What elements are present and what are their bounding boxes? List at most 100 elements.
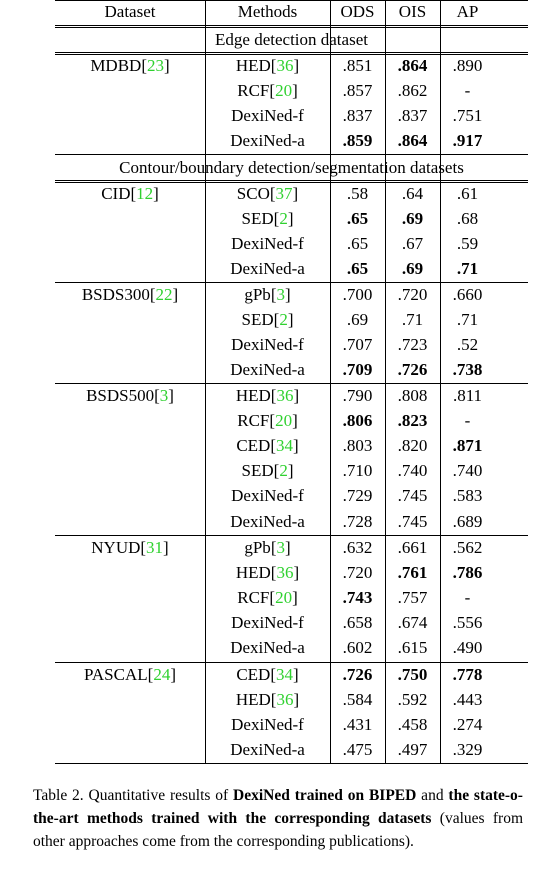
cell-ap: .738 <box>452 360 483 380</box>
method-name: DexiNed-f <box>205 486 330 506</box>
cell-ods: .837 <box>342 106 373 126</box>
cell-ods: .720 <box>342 563 373 583</box>
label-text: RCF <box>237 588 270 608</box>
cell-ods: .857 <box>342 81 373 101</box>
label-text: SED <box>241 310 274 330</box>
cell-ap: .751 <box>452 106 483 126</box>
citation-ref: 2 <box>279 209 288 229</box>
cell-ap: .778 <box>452 665 483 684</box>
column-rule <box>330 0 331 763</box>
table-row: HED[36] .720 .761 .786 <box>55 561 528 586</box>
citation-ref: 2 <box>279 461 288 481</box>
table-row: RCF[20] .857 .862 - <box>55 79 528 104</box>
citation-ref: 20 <box>275 588 293 608</box>
cell-ap: - <box>464 588 471 608</box>
group-rule <box>55 763 528 764</box>
table-row: BSDS300[22] gPb[3] .700 .720 .660 <box>55 283 528 308</box>
caption-mid: and <box>416 787 449 804</box>
label-text: DexiNed-f <box>231 613 304 633</box>
table-row: SED[2] .69 .71 .71 <box>55 308 528 333</box>
cell-ods: .431 <box>342 715 373 735</box>
method-name: DexiNed-a <box>205 638 330 658</box>
header-rule <box>55 25 528 26</box>
citation-ref: 22 <box>155 285 173 304</box>
citation-ref: 34 <box>276 665 293 684</box>
label-text: HED <box>235 386 271 405</box>
method-name: gPb[3] <box>244 285 291 304</box>
method-name: CED[34] <box>236 665 299 684</box>
method-name: HED[36] <box>235 690 300 710</box>
method-name: HED[36] <box>235 386 300 405</box>
cell-ap: - <box>464 411 471 431</box>
cell-ods: .58 <box>346 184 369 203</box>
label-text: DexiNed-a <box>230 131 305 151</box>
method-name: SED[2] <box>241 209 294 229</box>
cell-ois: .808 <box>397 386 428 405</box>
label-text: BSDS300 <box>81 285 150 304</box>
label-text: HED <box>235 563 271 583</box>
table-row: DexiNed-a .728 .745 .689 <box>55 510 528 535</box>
cell-ap: .490 <box>452 638 483 658</box>
cell-ois: .761 <box>397 563 428 583</box>
cell-ap: .890 <box>452 56 483 75</box>
table-row: DexiNed-f .658 .674 .556 <box>55 611 528 636</box>
cell-ods: .65 <box>346 259 369 279</box>
citation-ref: 24 <box>153 665 171 684</box>
label-text: BSDS500 <box>86 386 155 405</box>
cell-ap: .52 <box>456 335 479 355</box>
method-name: HED[36] <box>235 56 300 75</box>
cell-ods: .700 <box>342 285 373 304</box>
citation-ref: 31 <box>146 538 164 557</box>
citation-ref: 36 <box>276 386 294 405</box>
cell-ap: - <box>464 81 471 101</box>
citation-ref: 2 <box>279 310 288 330</box>
table-caption: Table 2. Quantitative results of DexiNed… <box>33 784 523 853</box>
cell-ap: .61 <box>456 184 479 203</box>
cell-ods: .632 <box>342 538 373 557</box>
caption-bold-2: the state-o-the-art methods trained with… <box>33 787 523 827</box>
cell-ods: .602 <box>342 638 373 658</box>
table-header: Dataset Methods ODS OIS AP <box>55 0 528 25</box>
label-text: DexiNed-a <box>230 511 305 531</box>
cell-ois: .720 <box>397 285 428 304</box>
header-ap: AP <box>456 2 479 21</box>
dataset-name: MDBD[23] <box>90 56 170 75</box>
cell-ods: .790 <box>342 386 373 405</box>
table-row: SED[2] .710 .740 .740 <box>55 459 528 484</box>
table-row: DexiNed-f .431 .458 .274 <box>55 713 528 738</box>
table-row: DexiNed-f .65 .67 .59 <box>55 232 528 257</box>
cell-ois: .864 <box>397 131 428 151</box>
table-top-rule <box>55 0 528 1</box>
cell-ois: .757 <box>397 588 428 608</box>
cell-ods: .707 <box>342 335 373 355</box>
section-rule <box>55 180 528 181</box>
table-row: DexiNed-a .65 .69 .71 <box>55 257 528 282</box>
cell-ap: .689 <box>452 511 483 531</box>
citation-ref: 37 <box>275 184 293 203</box>
table-row: DexiNed-a .709 .726 .738 <box>55 358 528 383</box>
cell-ap: .786 <box>452 563 483 583</box>
citation-ref: 3 <box>276 285 285 304</box>
cell-ap: .329 <box>452 740 483 760</box>
method-name: SED[2] <box>241 310 294 330</box>
cell-ois: .823 <box>397 411 428 431</box>
cell-ois: .745 <box>397 486 428 506</box>
label-text: DexiNed-a <box>230 740 305 760</box>
method-name: RCF[20] <box>237 411 298 431</box>
label-text: CID <box>101 184 131 203</box>
citation-ref: 36 <box>276 56 294 75</box>
dataset-name: BSDS300[22] <box>81 285 179 304</box>
citation-ref: 3 <box>159 386 169 405</box>
cell-ap: .556 <box>452 613 483 633</box>
method-name: SED[2] <box>241 461 294 481</box>
label-text: SED <box>241 461 274 481</box>
table-row: DexiNed-f .729 .745 .583 <box>55 484 528 509</box>
cell-ap: .71 <box>456 259 479 279</box>
cell-ois: .69 <box>401 259 424 279</box>
header-ods: ODS <box>340 2 375 21</box>
method-name: DexiNed-f <box>205 715 330 735</box>
cell-ods: .859 <box>342 131 373 151</box>
cell-ap: .68 <box>456 209 479 229</box>
cell-ois: .750 <box>397 665 428 684</box>
caption-bold-1: DexiNed trained on BIPED <box>233 787 417 804</box>
